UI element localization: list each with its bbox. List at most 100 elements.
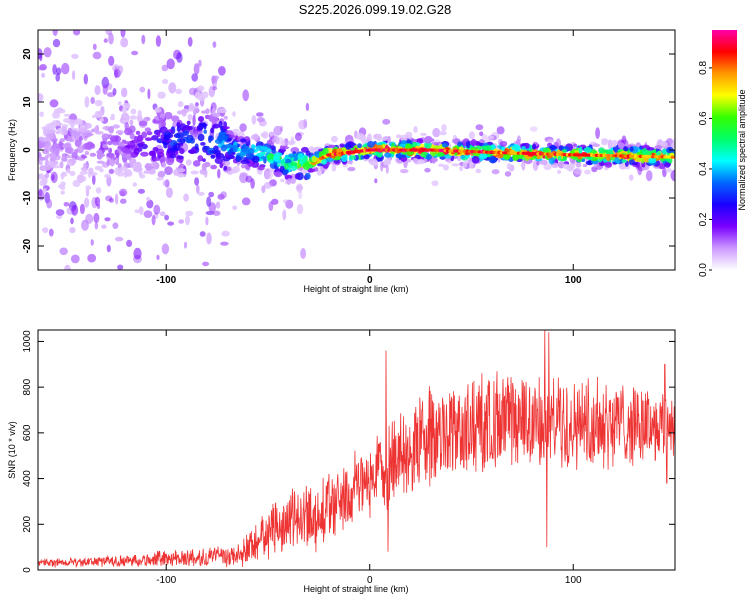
spectrogram-cell: [115, 152, 120, 159]
spectrogram-cell: [294, 173, 301, 180]
snr-frame: [37, 329, 676, 571]
spectrogram-cell: [308, 168, 316, 173]
spectrogram-cell: [94, 110, 104, 118]
spectrogram-cell: [50, 152, 57, 159]
spectrogram-cell: [629, 146, 634, 152]
spectrogram-cell: [62, 118, 72, 123]
spectrogram-cell: [106, 244, 111, 253]
spectrogram-cell: [122, 102, 131, 109]
spectrogram-cell: [43, 164, 51, 171]
spectrogram-cell: [38, 151, 41, 158]
spectrogram-cell: [143, 170, 151, 174]
spectrogram-cell: [164, 111, 173, 120]
spectrogram-cell: [536, 160, 540, 166]
spectrogram-cell: [186, 126, 193, 131]
spectrogram-cell: [203, 145, 211, 151]
spectrogram-cell: [438, 131, 447, 136]
spectrogram-cell: [94, 85, 101, 96]
spectrogram-cell: [133, 247, 142, 260]
spectrogram-cell: [481, 134, 488, 140]
spectrogram-cell: [566, 165, 574, 172]
spectrogram-cell: [290, 161, 298, 167]
spectrogram-cell: [197, 133, 205, 142]
spectrogram-cell: [61, 62, 70, 75]
spectrogram-cell: [132, 6, 140, 10]
spectrogram-cell: [255, 112, 264, 117]
spectrogram-cell: [462, 161, 468, 168]
spectrogram-cell: [132, 182, 138, 187]
spectrogram-cell: [159, 158, 164, 164]
spectrogram-cell: [196, 274, 202, 279]
spectrogram-cell: [164, 214, 170, 221]
spectrogram-cell: [63, 113, 71, 117]
spectrogram-cell: [53, 143, 58, 148]
spectrogram-cell: [231, 168, 238, 174]
spectrogram-cell: [621, 159, 627, 163]
spectrogram-cell: [151, 215, 156, 226]
spectrogram-cell: [241, 197, 251, 206]
spectrogram-cell: [108, 55, 115, 66]
spectrogram-cell: [121, 119, 130, 123]
spectrogram-cell: [187, 149, 197, 154]
spectrogram-cell: [446, 160, 452, 164]
spectrogram-cell: [181, 108, 187, 117]
spectrogram-cell: [103, 38, 108, 43]
spectrogram-cell: [114, 193, 119, 205]
spectrogram-cell: [287, 141, 295, 146]
spectrogram-cell: [102, 144, 108, 149]
spectrogram-cell: [242, 89, 249, 102]
spectrogram-cell: [341, 154, 348, 163]
spectrogram-cell: [112, 141, 120, 146]
spectrogram-cell: [212, 149, 221, 155]
spectrogram-cell: [83, 73, 89, 85]
spectrogram-cell: [614, 156, 620, 164]
spectrogram-cell: [383, 159, 391, 166]
spectrogram-cell: [573, 143, 578, 148]
spectrogram-cell: [133, 135, 138, 142]
spectrogram-cell: [274, 136, 280, 145]
spectrogram-cell: [395, 153, 401, 158]
spectrogram-cell: [73, 30, 81, 36]
y-tick-label: 10: [22, 96, 33, 108]
spectrogram-cell: [325, 157, 334, 163]
spectrogram-cell: [431, 157, 438, 163]
spectrogram-cell: [187, 114, 193, 121]
spectrogram-cell: [468, 131, 475, 140]
spectrogram-cell: [83, 197, 90, 208]
spectrogram-cell: [438, 163, 445, 167]
spectrogram-cell: [271, 198, 279, 205]
spectrogram-cell: [155, 35, 161, 47]
spectrogram-cell: [276, 163, 281, 167]
spectrogram-cell: [339, 143, 345, 148]
spectrogram-cell: [87, 253, 97, 263]
spectrogram-cell: [194, 177, 200, 186]
spectrogram-cell: [94, 165, 103, 171]
spectrogram-cell: [251, 115, 257, 125]
spectrogram-cell: [400, 134, 408, 142]
spectrogram-cell: [280, 178, 285, 183]
spectrogram-cell: [282, 209, 287, 221]
spectrogram-cell: [220, 191, 227, 199]
spectrogram-cell: [182, 20, 187, 27]
spectrogram-cell: [38, 173, 41, 179]
spectrogram-cell: [457, 141, 462, 147]
spectrogram-cell: [506, 163, 512, 170]
spectrogram-cell: [92, 51, 102, 60]
spectrogram-cell: [192, 114, 196, 127]
spectrogram-cell: [55, 73, 60, 82]
spectrogram-cell: [101, 224, 107, 229]
spectrogram-cell: [363, 154, 370, 160]
spectrogram-cell: [261, 146, 269, 150]
spectrogram-cell: [185, 159, 192, 166]
spectrogram-cell: [189, 103, 194, 109]
spectrogram-cell: [69, 227, 76, 234]
spectrogram-cell: [252, 155, 260, 163]
spectrogram-cell: [487, 135, 495, 140]
spectrogram-cell: [53, 165, 61, 169]
spectrogram-cell: [619, 162, 627, 170]
spectrogram-cell: [224, 160, 231, 167]
spectrogram-cell: [660, 141, 668, 147]
spectrogram-cell: [548, 156, 555, 165]
spectrogram-cell: [197, 191, 205, 196]
